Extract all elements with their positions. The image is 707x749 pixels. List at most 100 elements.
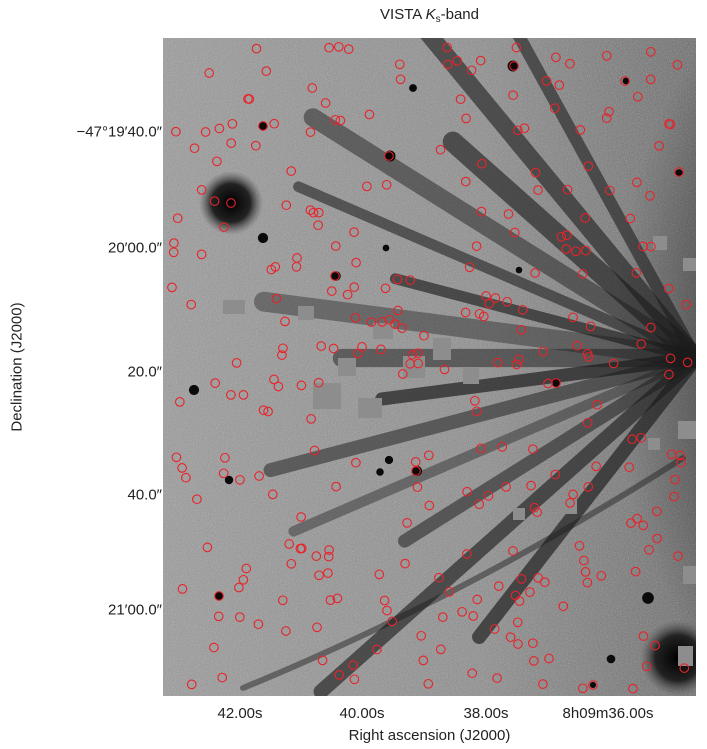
source-marker — [362, 181, 372, 192]
source-marker — [681, 299, 692, 310]
source-marker — [307, 83, 318, 93]
source-marker — [510, 590, 521, 601]
source-marker — [528, 638, 538, 649]
source-marker — [470, 395, 480, 406]
masked-region — [223, 300, 245, 314]
masked-region — [463, 368, 479, 384]
source-marker — [679, 663, 690, 673]
source-marker — [646, 241, 656, 252]
source-marker — [538, 679, 548, 689]
source-marker — [330, 271, 340, 281]
source-marker — [413, 348, 423, 359]
source-marker — [517, 304, 528, 315]
source-marker — [220, 452, 230, 463]
source-marker — [342, 289, 353, 300]
source-marker — [171, 452, 182, 463]
source-marker — [218, 468, 229, 479]
source-marker — [343, 44, 354, 54]
x-tick-label: 8h09m36.00s — [562, 705, 654, 722]
source-marker — [519, 123, 530, 134]
source-marker — [565, 498, 575, 508]
source-marker — [558, 601, 569, 612]
y-tick-label: 40.0″ — [127, 486, 162, 504]
source-marker — [379, 595, 390, 606]
source-marker — [509, 227, 520, 238]
source-marker — [423, 450, 434, 461]
source-marker — [452, 55, 463, 66]
source-marker — [512, 617, 523, 628]
masked-region — [433, 338, 451, 360]
source-marker — [628, 683, 638, 694]
source-marker — [324, 42, 334, 53]
source-marker — [670, 474, 680, 485]
source-marker — [631, 267, 642, 278]
source-marker — [309, 445, 320, 456]
source-marker — [189, 143, 200, 154]
sky-image — [163, 38, 696, 696]
source-marker — [351, 457, 361, 468]
source-marker — [312, 622, 322, 633]
source-marker — [204, 68, 215, 78]
masked-region — [513, 508, 525, 520]
source-marker — [641, 661, 652, 672]
source-marker — [273, 381, 284, 392]
source-marker — [526, 480, 536, 491]
source-marker — [460, 307, 471, 318]
source-marker — [384, 314, 395, 325]
source-marker — [349, 282, 360, 292]
source-marker — [323, 568, 333, 578]
source-marker — [351, 257, 361, 268]
source-marker — [575, 125, 586, 135]
source-marker — [645, 322, 656, 333]
source-marker — [577, 683, 588, 694]
source-marker — [402, 518, 412, 528]
source-marker — [412, 482, 423, 492]
source-marker — [516, 324, 527, 335]
source-marker — [330, 241, 341, 251]
source-marker — [460, 176, 471, 187]
point-source — [384, 455, 394, 465]
source-marker — [374, 569, 385, 580]
source-marker — [492, 673, 502, 683]
source-marker — [407, 349, 418, 360]
source-marker — [381, 179, 392, 190]
source-marker — [366, 317, 377, 327]
source-marker — [235, 474, 245, 485]
source-marker — [251, 43, 262, 54]
source-marker — [261, 66, 272, 76]
source-marker — [331, 481, 341, 492]
source-marker — [580, 567, 591, 577]
source-marker — [636, 339, 647, 349]
source-marker — [271, 293, 282, 304]
source-marker — [174, 397, 185, 407]
source-marker — [349, 674, 360, 685]
source-marker — [263, 406, 273, 417]
source-marker — [435, 144, 446, 155]
source-marker — [209, 196, 220, 206]
source-marker — [267, 489, 278, 500]
source-marker — [514, 354, 524, 365]
source-marker — [544, 653, 554, 664]
source-marker — [405, 275, 416, 285]
source-marker — [330, 114, 341, 125]
source-marker — [533, 572, 543, 583]
source-marker — [234, 582, 244, 593]
sky-image-canvas — [163, 38, 696, 696]
source-marker — [168, 247, 179, 258]
source-marker — [214, 591, 224, 601]
source-marker — [583, 482, 594, 492]
masked-region — [373, 323, 393, 339]
masked-region — [683, 566, 696, 584]
source-marker — [578, 555, 589, 566]
source-marker — [324, 545, 334, 555]
point-source — [606, 654, 616, 664]
source-marker — [626, 518, 636, 528]
source-marker — [200, 127, 211, 137]
source-marker — [296, 512, 306, 522]
point-source — [188, 384, 200, 396]
source-marker — [269, 118, 280, 129]
point-source — [551, 378, 561, 388]
source-marker — [583, 161, 594, 171]
source-marker — [281, 626, 291, 636]
source-marker — [650, 640, 660, 651]
